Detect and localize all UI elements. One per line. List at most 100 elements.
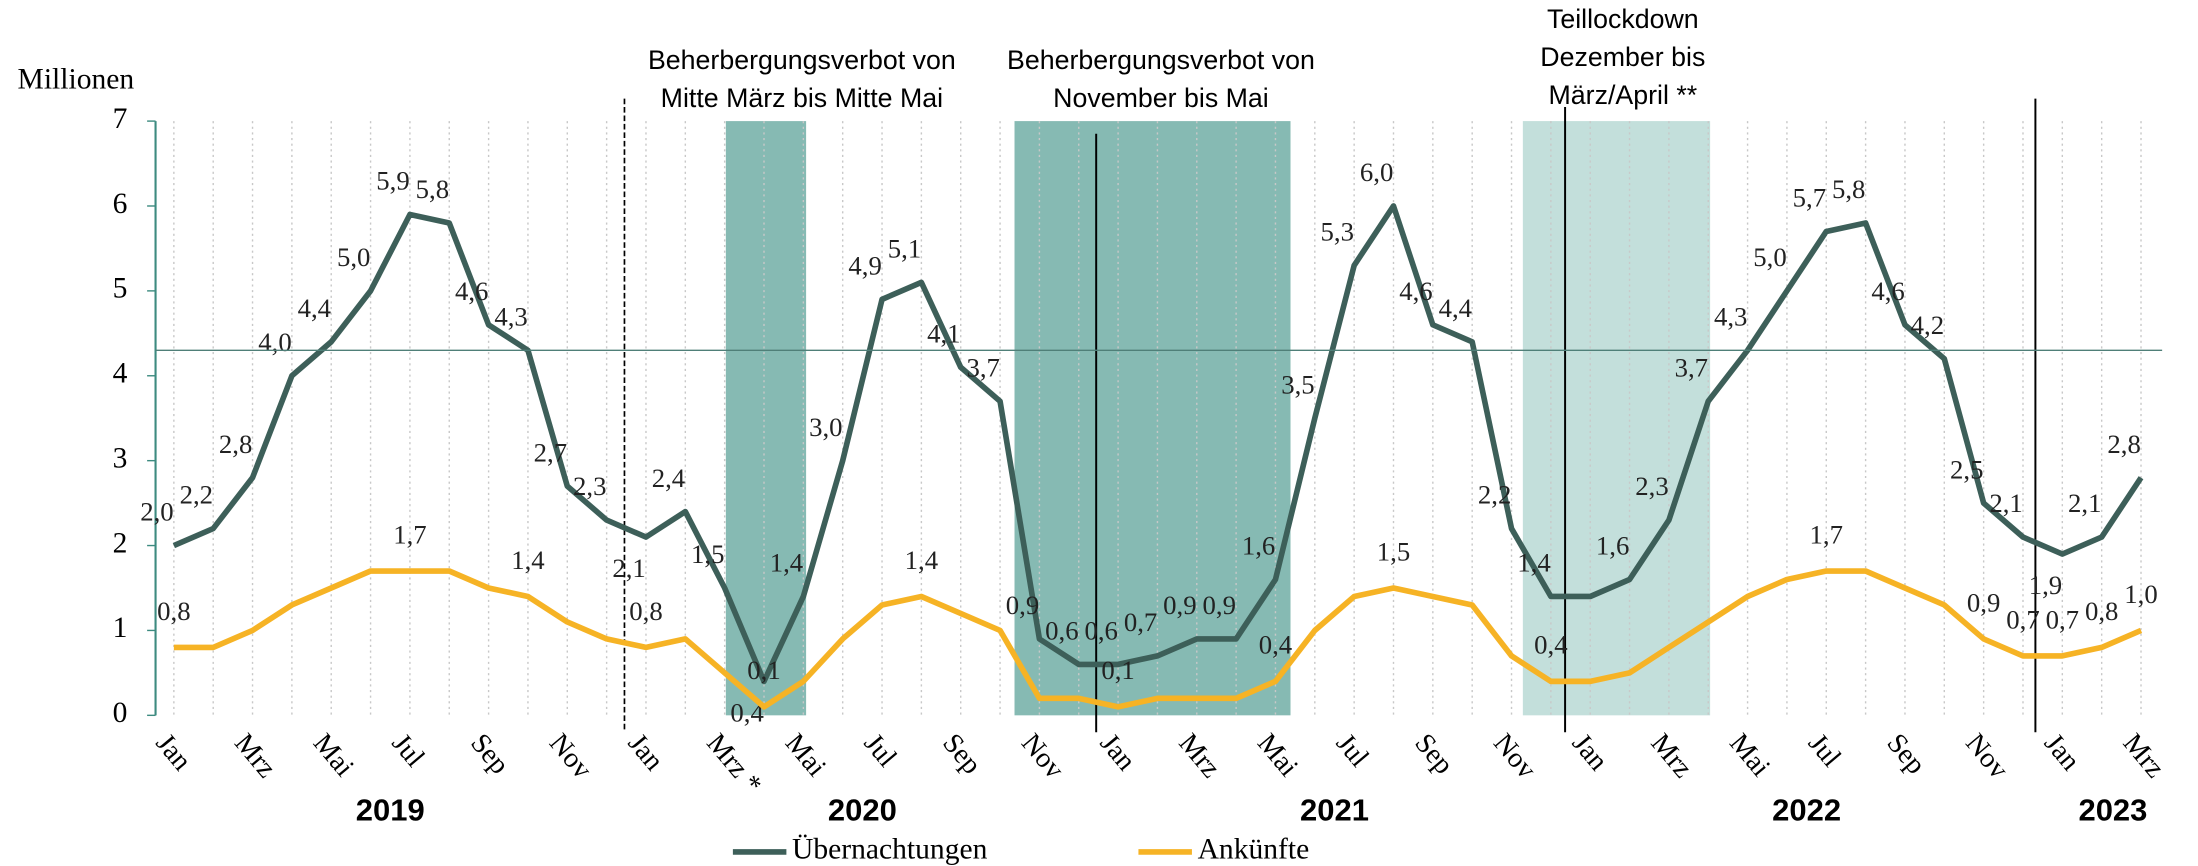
legend-label: Übernachtungen <box>792 834 988 866</box>
data-label: 3,0 <box>809 412 842 442</box>
data-label: 2,1 <box>612 553 645 583</box>
y-tick-label: 2 <box>113 527 128 559</box>
x-tick-label: Mrz <box>1172 728 1226 784</box>
data-label: 1,4 <box>1517 548 1550 578</box>
data-label: 0,7 <box>2046 604 2079 634</box>
x-tick-label: Jul <box>1802 728 1847 773</box>
data-label: 2,3 <box>573 471 606 501</box>
data-label: 2,8 <box>219 429 252 459</box>
data-label: 0,9 <box>1203 590 1236 620</box>
data-label: 1,7 <box>393 519 426 549</box>
data-label: 4,6 <box>1871 276 1904 306</box>
data-label: 0,9 <box>1163 590 1196 620</box>
data-label: 1,0 <box>2124 579 2157 609</box>
x-tick-label: Jan <box>1094 728 1142 777</box>
x-tick-label: Jul <box>1330 728 1375 773</box>
x-tick-label: Jan <box>2038 728 2086 777</box>
data-label: 0,9 <box>1967 587 2000 617</box>
x-tick-label: Sep <box>1881 728 1932 780</box>
data-label: 1,6 <box>1596 531 1629 561</box>
data-label: 1,4 <box>905 545 938 575</box>
annotation: Teillockdown <box>1547 4 1699 34</box>
x-tick-label: Mai <box>1251 728 1304 783</box>
data-label: 5,1 <box>888 234 921 264</box>
y-tick-label: 3 <box>113 442 128 474</box>
year-label: 2020 <box>828 793 897 828</box>
data-label: 5,0 <box>1753 242 1786 272</box>
data-label: 4,2 <box>1911 310 1944 340</box>
data-label: 0,1 <box>747 655 780 685</box>
year-label: 2019 <box>356 793 425 828</box>
data-label: 3,5 <box>1281 369 1314 399</box>
x-tick-label: Nov <box>1959 728 2015 786</box>
data-label: 0,4 <box>1534 630 1567 660</box>
y-tick-label: 0 <box>113 697 128 729</box>
legend-label: Ankünfte <box>1198 834 1310 866</box>
x-tick-label: Jan <box>622 728 670 777</box>
data-label: 2,5 <box>1950 454 1983 484</box>
data-label: 5,7 <box>1793 183 1826 213</box>
x-tick-label: Mai <box>1723 728 1776 783</box>
x-tick-label: Sep <box>464 728 515 780</box>
x-tick-label: Mai <box>307 728 360 783</box>
annotation: Dezember bis <box>1540 42 1705 72</box>
data-label: 4,6 <box>1399 276 1432 306</box>
x-tick-label: Sep <box>1408 728 1459 780</box>
plot: 2,02,22,84,04,45,05,9 5,84,64,32,72,32,12… <box>140 157 2157 727</box>
data-label: 4,9 <box>848 251 881 281</box>
series-line <box>172 203 2144 685</box>
data-label: 2,2 <box>1478 480 1511 510</box>
data-label: 0,7 <box>2006 604 2039 634</box>
data-label: 4,6 <box>455 276 488 306</box>
year-label: 2022 <box>1772 793 1841 828</box>
data-label: 1,5 <box>1377 536 1410 566</box>
x-tick-label: Jan <box>149 728 197 777</box>
annotation: November bis Mai <box>1053 83 1269 113</box>
x-tick-label: Jan <box>1566 728 1614 777</box>
x-tick-label: Mai <box>779 728 832 783</box>
data-label: 6,0 <box>1360 157 1393 187</box>
data-label: 4,0 <box>258 327 291 357</box>
shade-lockdown-3 <box>1522 121 1711 716</box>
data-label: 4,1 <box>927 318 960 348</box>
data-label: 5,9 <box>376 166 409 196</box>
data-label: 2,4 <box>652 463 685 493</box>
data-label: 1,5 <box>691 539 724 569</box>
year-label: 2021 <box>1300 793 1369 828</box>
annotation: Mitte März bis Mitte Mai <box>661 83 943 113</box>
data-label: 0,6 <box>1084 616 1117 646</box>
x-tick-label: Mrz <box>228 728 282 784</box>
data-label: 3,7 <box>1675 352 1708 382</box>
data-label: 2,2 <box>180 480 213 510</box>
data-label: 4,4 <box>1439 293 1472 323</box>
x-tick-label: Jul <box>858 728 903 773</box>
data-label: 0,1 <box>1101 655 1134 685</box>
data-label: 4,4 <box>298 293 331 323</box>
data-label: 4,3 <box>1714 301 1747 331</box>
data-label: 2,0 <box>140 497 173 527</box>
shade-lockdown-2 <box>1014 121 1291 716</box>
data-label: 1,4 <box>511 545 544 575</box>
y-tick-label: 5 <box>113 273 128 305</box>
data-label: 5,0 <box>337 242 370 272</box>
data-label: 2,1 <box>2068 488 2101 518</box>
data-label: 0,8 <box>2085 596 2118 626</box>
data-label: 1,9 <box>2029 570 2062 600</box>
annotation: Beherbergungsverbot von <box>1007 45 1315 75</box>
data-label: 0,4 <box>1259 630 1292 660</box>
data-label: 0,6 <box>1045 616 1078 646</box>
data-label: 1,7 <box>1810 519 1843 549</box>
data-label: 3,7 <box>966 352 999 382</box>
data-label: 0,8 <box>157 596 190 626</box>
data-label: 2,7 <box>534 437 567 467</box>
x-tick-label: Mrz <box>1644 728 1698 784</box>
data-label: 5,3 <box>1321 217 1354 247</box>
x-tick-label: Sep <box>936 728 987 780</box>
x-tick-label: Nov <box>543 728 599 786</box>
annotation: März/April ** <box>1549 80 1698 110</box>
y-axis-label: Millionen <box>18 63 135 95</box>
annotation: Beherbergungsverbot von <box>648 45 956 75</box>
data-label: 0,8 <box>629 596 662 626</box>
x-tick-label: Mrz * <box>700 728 767 800</box>
